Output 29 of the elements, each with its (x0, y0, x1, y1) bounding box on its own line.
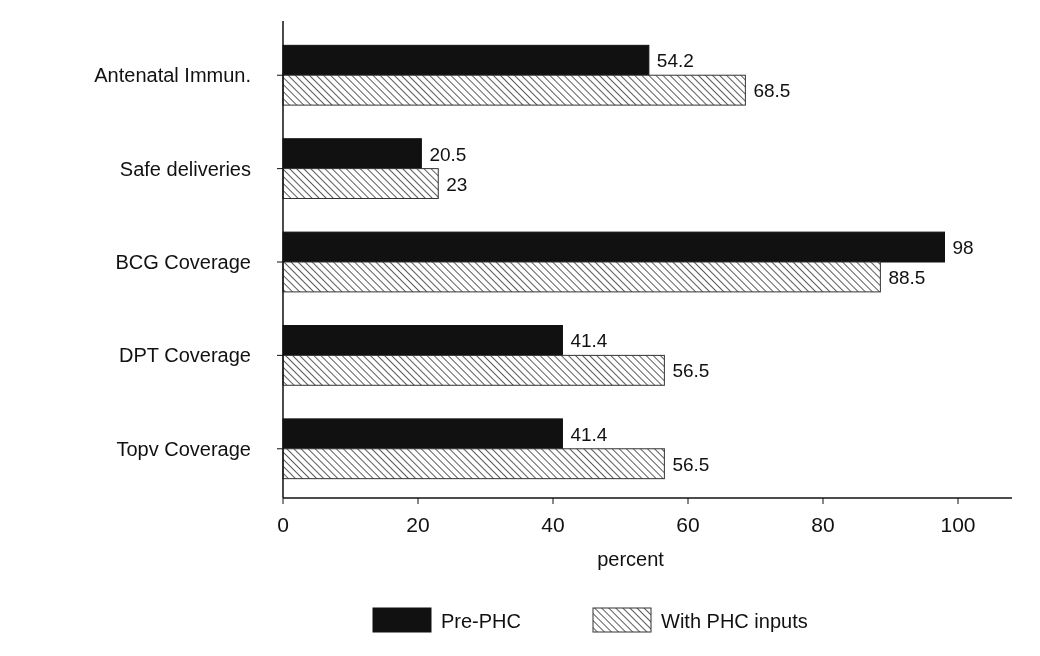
x-tick-label: 20 (406, 513, 430, 536)
data-label: 23 (446, 173, 468, 195)
legend-label: Pre-PHC (441, 610, 522, 632)
data-label: 56.5 (672, 360, 710, 382)
x-axis-title: percent (597, 548, 665, 570)
x-tick-label: 80 (811, 513, 835, 536)
bar (282, 448, 665, 480)
bar (282, 168, 439, 199)
y-tick-label: DPT Coverage (119, 344, 251, 367)
bar (282, 354, 665, 386)
data-label: 56.5 (672, 453, 710, 475)
y-tick-label: BCG Coverage (115, 251, 251, 273)
x-tick-label: 100 (940, 513, 976, 536)
data-label: 20.5 (429, 143, 467, 165)
data-label: 88.5 (888, 266, 926, 288)
data-label: 98 (952, 237, 974, 259)
y-tick-label: Safe deliveries (119, 157, 251, 180)
x-tick-label: 0 (277, 513, 289, 536)
y-tick-label: Topv Coverage (116, 437, 251, 460)
x-tick-label: 40 (541, 513, 565, 536)
data-label: 54.2 (656, 50, 694, 72)
bar (282, 261, 881, 293)
legend-label: With PHC inputs (661, 610, 808, 632)
bar (282, 74, 746, 106)
y-tick-label: Antenatal Immun. (94, 64, 251, 87)
data-label: 68.5 (753, 80, 791, 102)
data-label: 41.4 (570, 330, 608, 352)
x-tick-label: 60 (676, 513, 700, 536)
data-label: 41.4 (570, 423, 608, 445)
